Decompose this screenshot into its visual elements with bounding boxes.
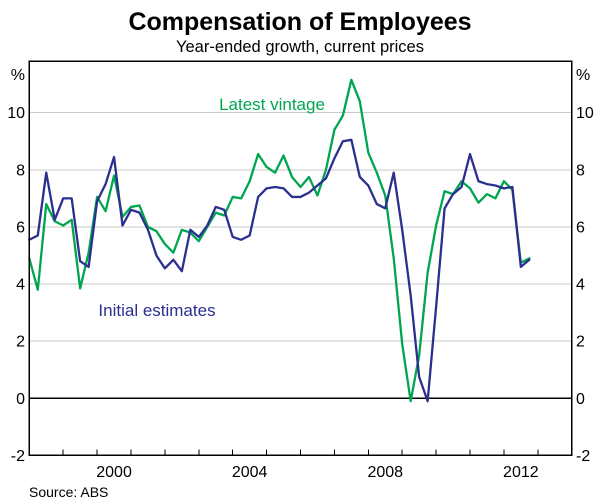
y-tick-label-right-6: 6 — [576, 219, 585, 236]
source-label: Source: ABS — [29, 484, 108, 500]
page-title: Compensation of Employees — [128, 8, 471, 36]
y-tick-label-left-6: 6 — [16, 219, 25, 236]
y-tick-label-right-8: 8 — [576, 162, 585, 179]
axes-group — [28, 60, 573, 457]
series-lines-group — [28, 78, 531, 403]
y-tick-label-left-4: 4 — [16, 277, 25, 294]
y-tick-label-right-2: 2 — [576, 334, 585, 351]
axis-labels-group: 10 10 8 8 6 6 4 4 2 2 0 0 -2 -2 2000 2004 2008 2012 — [7, 105, 594, 481]
x-tick-label-2000: 2000 — [96, 464, 132, 481]
plot-frame — [28, 60, 573, 457]
gridlines-group — [29, 112, 572, 400]
y-tick-label-left-8: 8 — [16, 162, 25, 179]
series-line-initial-estimates — [28, 138, 531, 403]
y-axis-unit-right: % — [576, 67, 590, 84]
chart-subtitle: Year-ended growth, current prices — [176, 38, 424, 56]
y-axis-unit-left: % — [11, 67, 25, 84]
y-tick-label-right--2: -2 — [576, 448, 590, 465]
y-tick-label-left-0: 0 — [16, 391, 25, 408]
x-tick-label-2012: 2012 — [503, 464, 539, 481]
y-tick-label-right-0: 0 — [576, 391, 585, 408]
series-label-initial-estimates: Initial estimates — [98, 301, 215, 320]
x-tick-label-2008: 2008 — [367, 464, 403, 481]
y-tick-label-left--2: -2 — [11, 448, 25, 465]
series-label-latest-vintage: Latest vintage — [219, 95, 325, 114]
y-tick-label-left-10: 10 — [7, 105, 25, 122]
x-tick-label-2004: 2004 — [232, 464, 268, 481]
y-tick-label-left-2: 2 — [16, 334, 25, 351]
y-tick-label-right-4: 4 — [576, 277, 585, 294]
y-tick-label-right-10: 10 — [576, 105, 594, 122]
series-line-latest-vintage — [28, 78, 531, 403]
